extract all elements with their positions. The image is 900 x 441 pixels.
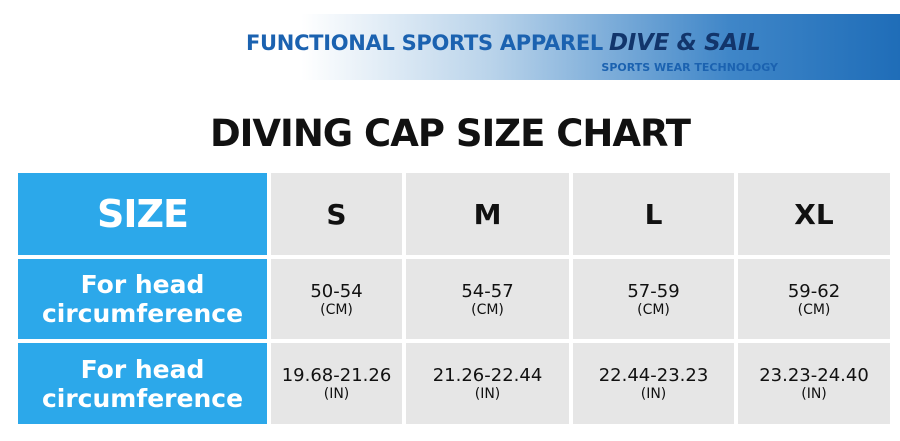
cell-unit: (IN) bbox=[474, 386, 501, 402]
row-label: For head circumference bbox=[18, 259, 267, 339]
cell-unit: (CM) bbox=[471, 301, 504, 318]
cell-value: 54-57 bbox=[461, 280, 514, 302]
cell-unit: (IN) bbox=[801, 386, 827, 402]
column-header: S bbox=[271, 173, 402, 255]
table-cell: 50-54 (CM) bbox=[271, 259, 402, 339]
banner bbox=[220, 14, 900, 80]
row-label: For head circumference bbox=[18, 343, 267, 424]
table-cell: 22.44-23.23 (IN) bbox=[573, 343, 734, 424]
cell-value: 59-62 bbox=[787, 280, 841, 302]
cell-value: 22.44-23.23 bbox=[598, 365, 709, 386]
column-header: M bbox=[406, 173, 569, 255]
cell-unit: (CM) bbox=[637, 301, 670, 318]
banner-text: FUNCTIONAL SPORTS APPAREL bbox=[246, 31, 604, 55]
cell-unit: (CM) bbox=[320, 301, 353, 318]
cell-value: 50-54 bbox=[310, 280, 363, 302]
tagline: SPORTS WEAR TECHNOLOGY bbox=[601, 61, 778, 74]
cell-value: 19.68-21.26 bbox=[281, 365, 392, 386]
cell-value: 21.26-22.44 bbox=[432, 365, 543, 386]
table-cell: 57-59 (CM) bbox=[573, 259, 734, 339]
column-header: L bbox=[573, 173, 734, 255]
brand: DIVE & SAIL bbox=[609, 30, 761, 56]
title: DIVING CAP SIZE CHART bbox=[209, 112, 691, 155]
banner-line: FUNCTIONAL SPORTS APPAREL DIVE & SAIL bbox=[246, 30, 761, 56]
table-cell: 19.68-21.26 (IN) bbox=[271, 343, 402, 424]
cell-unit: (CM) bbox=[797, 301, 831, 318]
size-table: SIZE S M L XL For head circumference 50-54 (CM)… bbox=[18, 173, 890, 424]
cell-value: 23.23-24.40 bbox=[759, 365, 869, 386]
size-header: SIZE bbox=[18, 173, 267, 255]
column-header: XL bbox=[738, 173, 890, 255]
cell-value: 57-59 bbox=[627, 280, 680, 302]
table-cell: 23.23-24.40 (IN) bbox=[738, 343, 890, 424]
table-cell: 54-57 (CM) bbox=[406, 259, 569, 339]
table-cell: 59-62 (CM) bbox=[738, 259, 890, 339]
cell-unit: (IN) bbox=[323, 386, 350, 402]
table-cell: 21.26-22.44 (IN) bbox=[406, 343, 569, 424]
cell-unit: (IN) bbox=[640, 386, 667, 402]
